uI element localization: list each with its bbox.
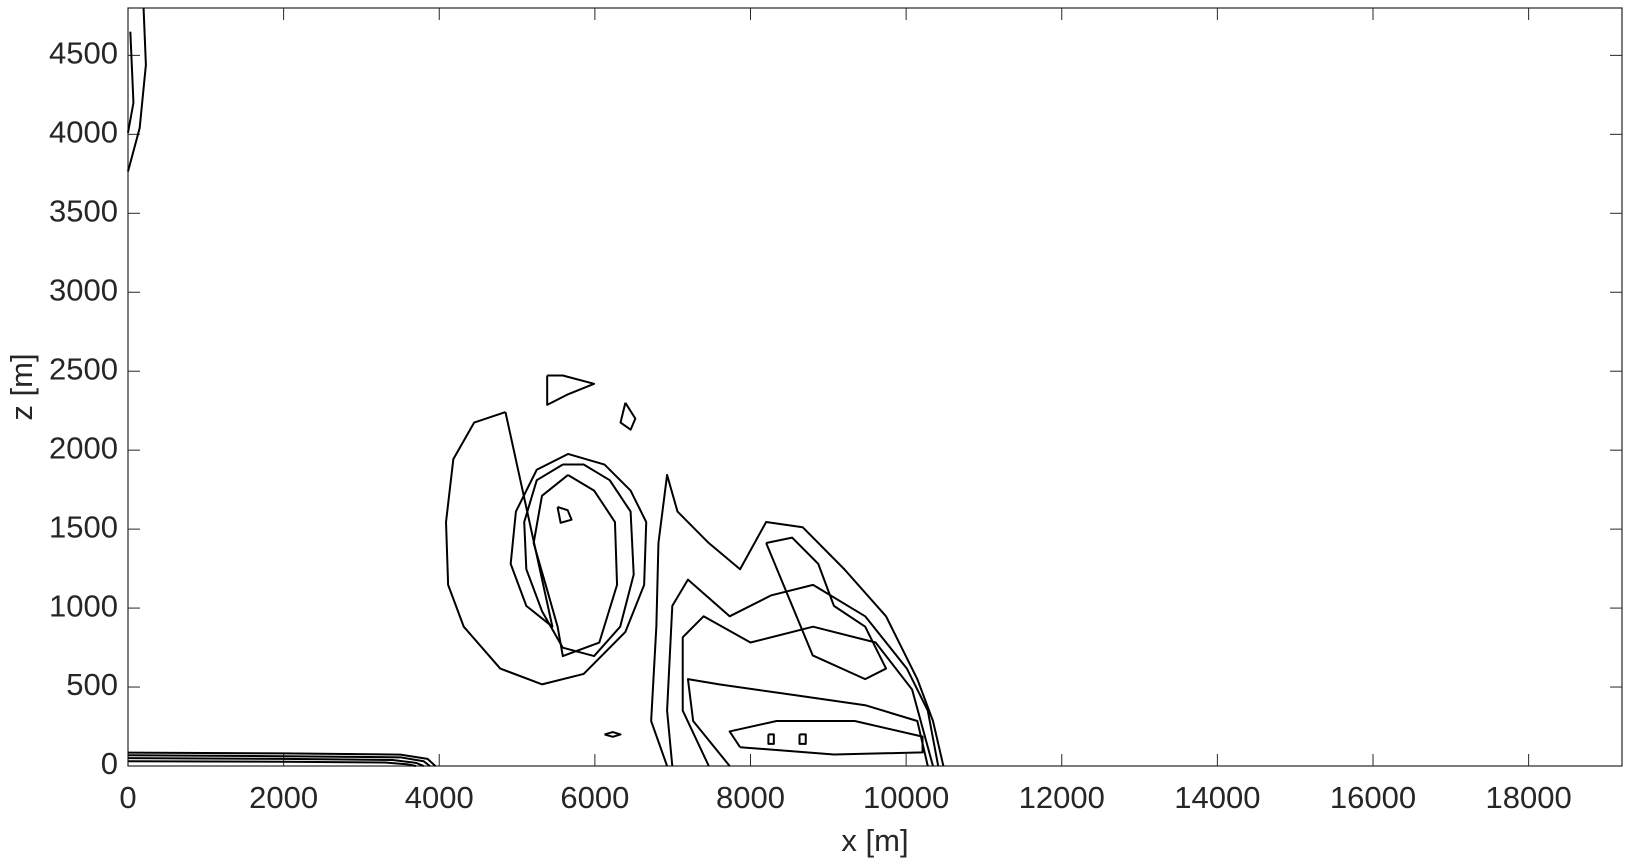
contour-line xyxy=(556,506,573,524)
y-tick-label: 1500 xyxy=(49,509,118,544)
x-axis-label: x [m] xyxy=(841,823,908,858)
y-tick-label: 4000 xyxy=(49,115,118,150)
contour-line xyxy=(767,733,775,745)
x-tick-label: 4000 xyxy=(405,780,474,815)
x-tick-label: 2000 xyxy=(249,780,318,815)
contour-line xyxy=(532,474,619,658)
contour-line xyxy=(127,757,425,767)
x-tick-label: 10000 xyxy=(863,780,949,815)
y-tick-label: 3000 xyxy=(49,272,118,307)
contour-line xyxy=(619,402,637,431)
contour-line xyxy=(127,760,417,767)
contour-line xyxy=(523,463,635,658)
contour-line xyxy=(127,751,437,767)
contour-line xyxy=(445,411,648,686)
contour-line xyxy=(546,374,596,406)
x-tick-label: 8000 xyxy=(716,780,785,815)
contour-line xyxy=(127,754,431,767)
contour-line xyxy=(127,31,135,133)
contour-line xyxy=(765,536,888,681)
y-axis-label: z [m] xyxy=(4,353,39,420)
contour-line xyxy=(650,473,945,767)
x-tick-label: 18000 xyxy=(1486,780,1572,815)
contour-line xyxy=(604,731,622,738)
y-tick-label: 3500 xyxy=(49,193,118,228)
x-tick-label: 16000 xyxy=(1330,780,1416,815)
y-tick-label: 2500 xyxy=(49,351,118,386)
contour-line xyxy=(681,615,934,767)
y-tick-label: 1000 xyxy=(49,588,118,623)
y-tick-label: 0 xyxy=(101,746,118,781)
x-tick-label: 6000 xyxy=(560,780,629,815)
x-tick-label: 12000 xyxy=(1019,780,1105,815)
contour-line xyxy=(666,578,940,767)
x-tick-label: 14000 xyxy=(1174,780,1260,815)
contour-line xyxy=(127,7,147,172)
plot-frame xyxy=(127,7,1623,767)
y-tick-label: 4500 xyxy=(49,36,118,71)
contour-line xyxy=(798,733,807,745)
contour-line xyxy=(686,678,929,767)
y-tick-label: 500 xyxy=(66,667,118,702)
contour-line xyxy=(728,719,924,756)
y-tick-label: 2000 xyxy=(49,430,118,465)
x-tick-label: 0 xyxy=(119,780,136,815)
